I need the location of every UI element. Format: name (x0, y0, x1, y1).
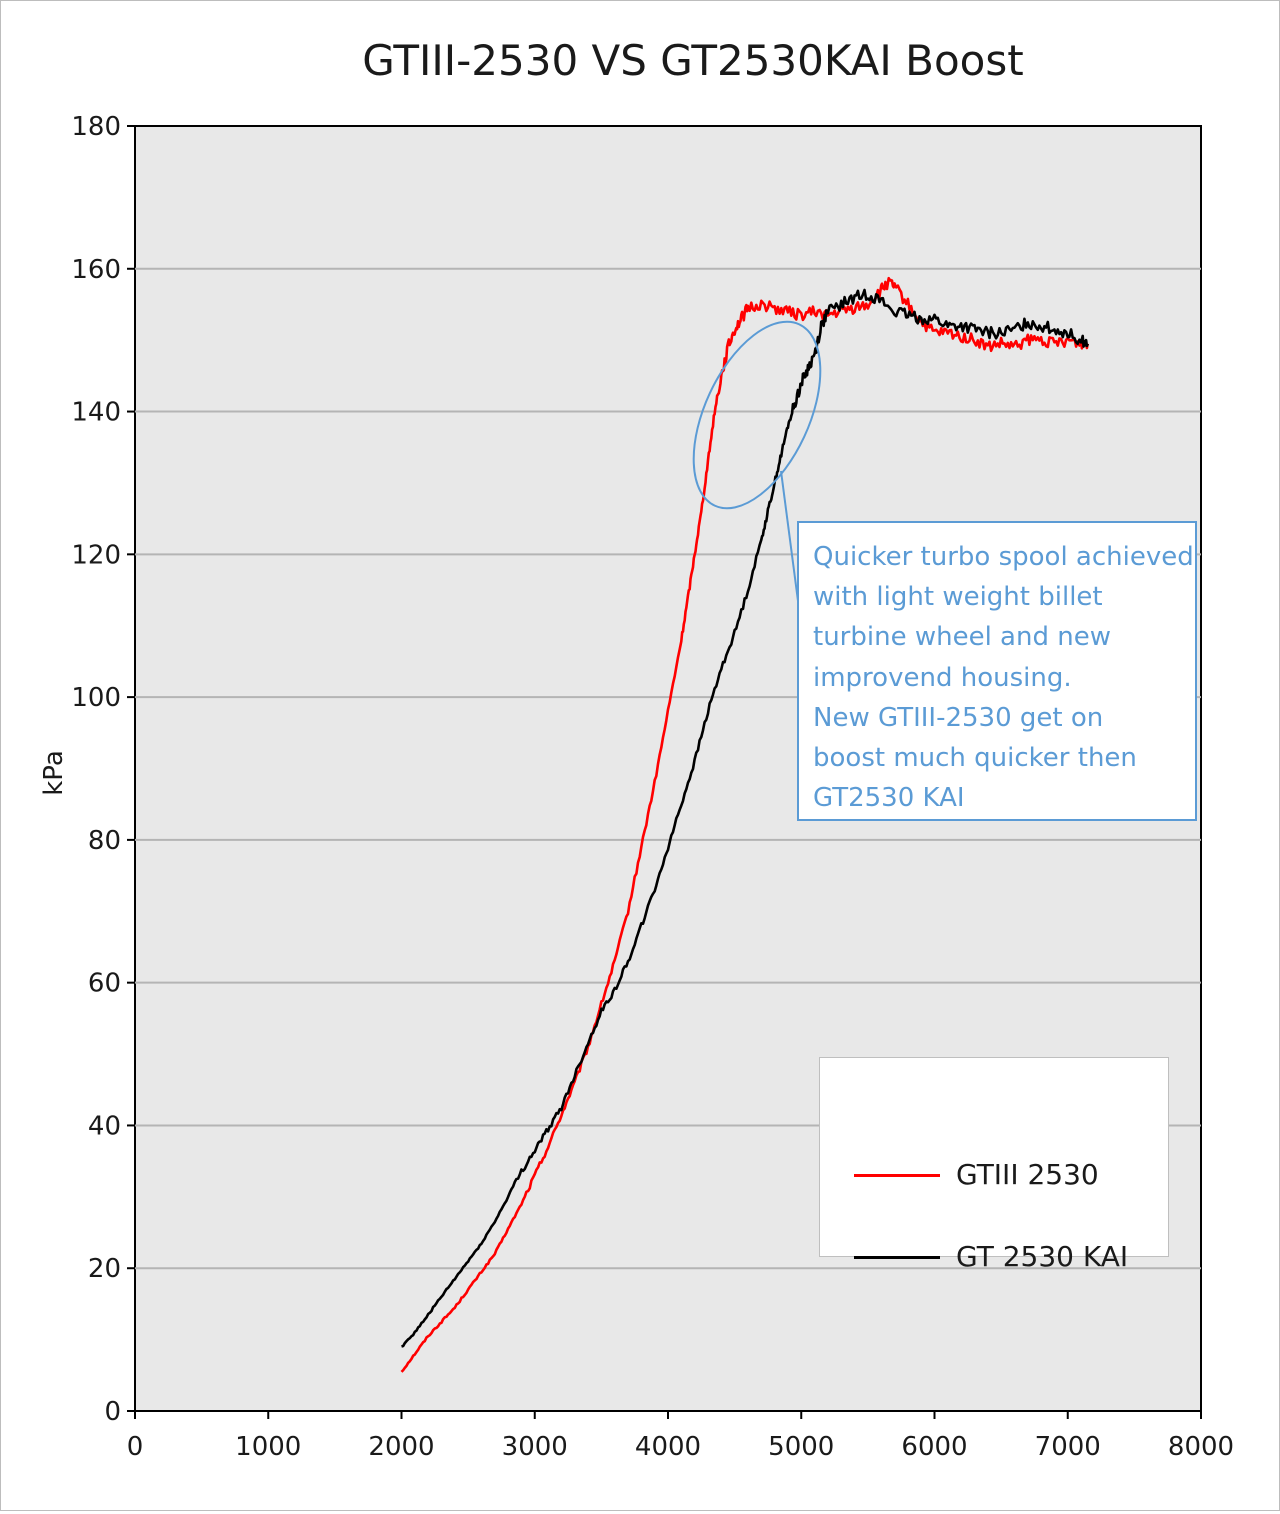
callout-pointer (780, 470, 799, 602)
y-tick-label: 40 (88, 1111, 121, 1141)
x-axis-ticks: 0 1000 2000 3000 4000 5000 6000 7000 8000 (127, 1411, 1234, 1462)
y-tick-label: 180 (71, 112, 121, 142)
annotation-line: Quicker turbo spool achieved (813, 542, 1194, 572)
x-tick-label: 6000 (901, 1432, 967, 1462)
y-axis-label: kPa (39, 750, 69, 796)
chart-title: GTIII-2530 VS GT2530KAI Boost (362, 36, 1023, 85)
x-tick-label: 0 (127, 1432, 144, 1462)
annotation-line: GT2530 KAI (813, 783, 965, 814)
y-tick-label: 0 (104, 1397, 121, 1427)
x-tick-label: 5000 (768, 1432, 834, 1462)
series-line-gt-2530-kai (401, 288, 1089, 1348)
y-tick-label: 120 (71, 540, 121, 570)
annotation-line: with light weight billet (813, 582, 1103, 613)
y-tick-label: 140 (71, 398, 121, 428)
x-tick-label: 8000 (1168, 1432, 1234, 1462)
legend-item-gtiii-2530: GTIII 2530 (820, 1156, 1168, 1196)
legend-item-gt-2530-kai: GT 2530 KAI (820, 1238, 1168, 1278)
annotation-line: turbine wheel and new (813, 622, 1111, 653)
x-tick-label: 2000 (368, 1432, 434, 1462)
annotation-box: Quicker turbo spool achieved with light … (797, 521, 1197, 821)
legend: GTIII 2530 GT 2530 KAI (819, 1057, 1169, 1273)
x-tick-label: 4000 (635, 1432, 701, 1462)
annotation-line: New GTIII-2530 get on (813, 702, 1104, 733)
x-tick-label: 3000 (502, 1432, 568, 1462)
series-lines (400, 276, 1089, 1373)
y-tick-label: 100 (71, 683, 121, 713)
legend-swatch (854, 1174, 940, 1177)
y-tick-label: 60 (88, 969, 121, 999)
legend-label: GT 2530 KAI (956, 1240, 1129, 1273)
y-tick-label: 80 (88, 826, 121, 856)
annotation-line: improvend housing. (813, 662, 1072, 693)
y-axis-ticks: 0 20 40 60 80 100 120 140 160 180 (71, 112, 135, 1427)
series-line-gtiii-2530 (400, 276, 1089, 1373)
annotation-line: boost much quicker then (813, 743, 1137, 774)
y-tick-label: 20 (88, 1254, 121, 1284)
legend-label: GTIII 2530 (956, 1158, 1099, 1191)
callout-ellipse (692, 320, 822, 510)
legend-swatch (854, 1256, 940, 1259)
x-tick-label: 7000 (1035, 1432, 1101, 1462)
y-tick-label: 160 (71, 255, 121, 285)
x-tick-label: 1000 (235, 1432, 301, 1462)
